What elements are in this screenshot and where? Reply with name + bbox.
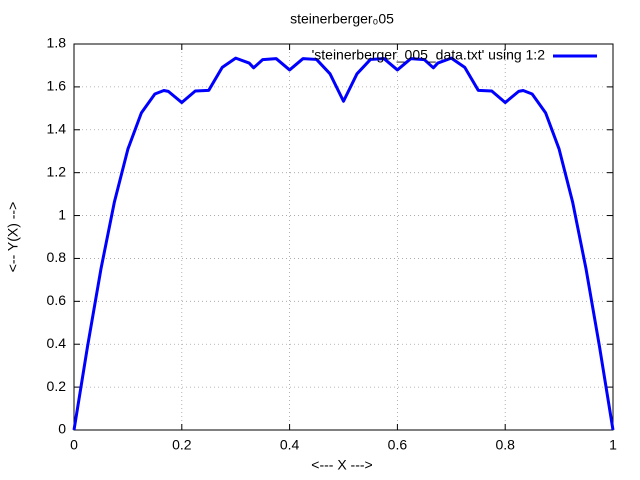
y-tick-label: 1.2 <box>47 163 67 179</box>
y-tick-label: 0.8 <box>47 249 67 265</box>
x-tick-label: 0.8 <box>495 437 515 453</box>
y-tick-label: 1.6 <box>47 78 67 94</box>
chart-title: steinerberger₀05 <box>290 11 394 27</box>
y-tick-label: 0.4 <box>47 335 67 351</box>
y-tick-label: 0 <box>58 421 66 437</box>
x-tick-label: 0.6 <box>388 437 408 453</box>
y-axis-label: <-- Y(X) --> <box>5 202 21 273</box>
y-tick-label: 0.6 <box>47 292 67 308</box>
x-axis-label: <--- X ---> <box>311 457 372 473</box>
x-tick-label: 0 <box>70 437 78 453</box>
y-tick-label: 1.4 <box>47 120 67 136</box>
y-tick-label: 1 <box>58 206 66 222</box>
x-tick-label: 0.4 <box>280 437 300 453</box>
y-tick-label: 1.8 <box>47 35 67 51</box>
plot-border <box>73 43 614 431</box>
y-tick-label: 0.2 <box>47 378 67 394</box>
x-tick-label: 0.2 <box>172 437 192 453</box>
legend-label: 'steinerberger_005_data.txt' using 1:2 <box>312 47 546 63</box>
data-line <box>72 56 615 431</box>
x-tick-label: 1 <box>609 437 617 453</box>
